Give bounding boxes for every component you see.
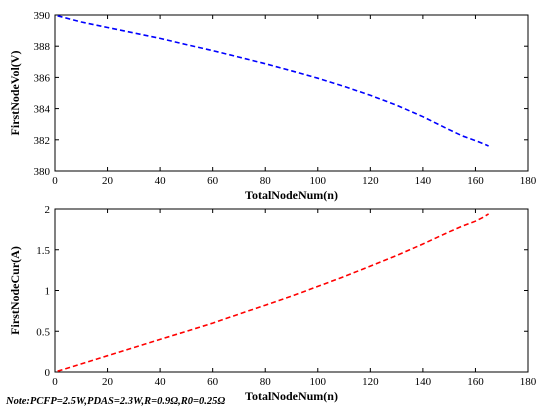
series-line [57, 15, 489, 147]
y-tick-label: 390 [34, 10, 51, 22]
y-tick-label: 384 [34, 104, 51, 116]
x-tick-label: 80 [260, 376, 272, 388]
x-axis-label: TotalNodeNum(n) [245, 188, 338, 202]
y-tick-label: 0 [45, 367, 51, 379]
voltage-chart: TotalNodeNum(n) FirstNodeVol(V) 0 20 40 60 8… [8, 10, 537, 202]
x-tick-label: 100 [310, 175, 327, 187]
x-tick-label: 180 [520, 175, 537, 187]
x-tick-label: 160 [467, 175, 484, 187]
series-line [57, 213, 490, 372]
y-tick-label: 386 [34, 72, 51, 84]
y-tick-label: 382 [34, 135, 51, 147]
x-tick-label: 140 [415, 376, 432, 388]
x-tick-label: 160 [467, 376, 484, 388]
x-tick-label: 0 [52, 175, 58, 187]
x-tick-label: 100 [310, 376, 327, 388]
y-axis-label: FirstNodeVol(V) [8, 51, 22, 136]
x-tick-label: 40 [155, 376, 167, 388]
x-tick-label: 120 [362, 175, 379, 187]
y-tick-label: 1 [45, 286, 51, 298]
x-tick-label: 140 [415, 175, 432, 187]
plot-area [54, 208, 529, 373]
x-tick-label: 20 [102, 376, 114, 388]
y-tick-label: 0.5 [36, 326, 50, 338]
x-tick-label: 80 [260, 175, 272, 187]
y-tick-label: 380 [34, 166, 51, 178]
x-tick-label: 120 [362, 376, 379, 388]
current-chart: TotalNodeNum(n) FirstNodeCur(A) 0 20 40 60 8… [8, 204, 537, 403]
chart-note: Note:PCFP=2.5W,PDAS=2.3W,R=0.9Ω,R0=0.25Ω [6, 396, 226, 407]
x-axis-label: TotalNodeNum(n) [245, 389, 338, 403]
y-tick-label: 388 [34, 41, 51, 53]
y-axis-label: FirstNodeCur(A) [8, 246, 22, 335]
x-tick-label: 40 [155, 175, 167, 187]
x-tick-label: 0 [52, 376, 58, 388]
x-tick-label: 60 [207, 175, 219, 187]
x-tick-label: 60 [207, 376, 219, 388]
plot-area [54, 14, 529, 172]
y-tick-label: 2 [45, 204, 51, 216]
x-tick-label: 20 [102, 175, 114, 187]
x-tick-label: 180 [520, 376, 537, 388]
y-tick-label: 1.5 [36, 245, 50, 257]
